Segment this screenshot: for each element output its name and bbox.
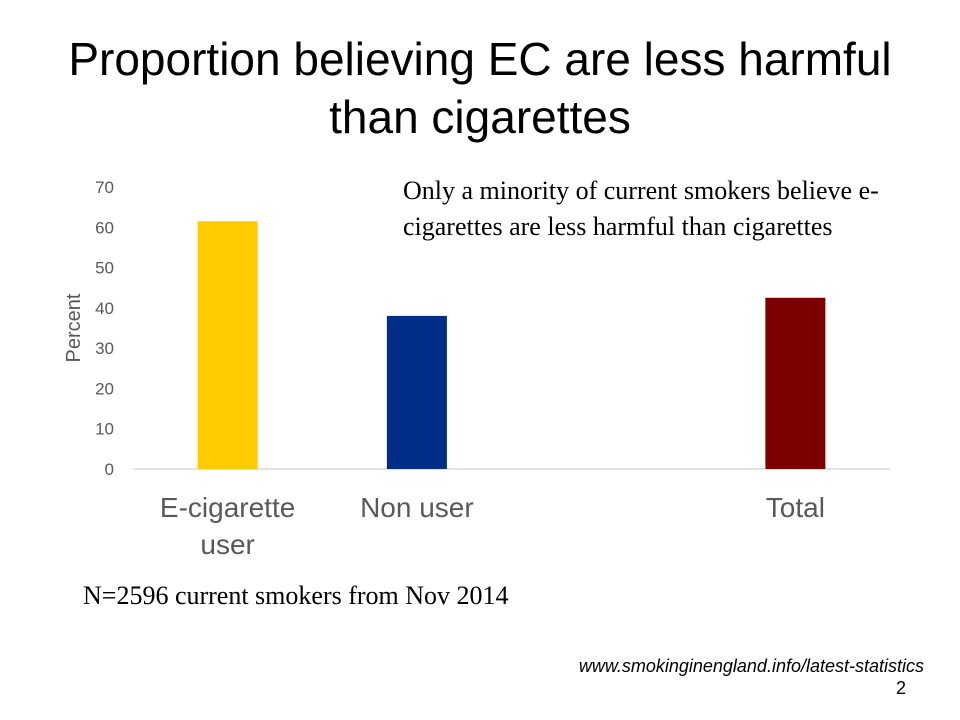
y-tick-label: 60: [95, 218, 114, 237]
x-category-label: Non user: [360, 492, 474, 523]
x-category-label: E-cigarette: [160, 492, 295, 523]
slide-title: Proportion believing EC are less harmful…: [68, 33, 892, 143]
y-tick-label: 20: [95, 379, 114, 398]
bar: [197, 221, 258, 469]
x-category-label: Total: [766, 492, 825, 523]
bar: [765, 297, 826, 469]
source-link[interactable]: www.smokinginengland.info/latest-statist…: [578, 656, 924, 676]
y-tick-label: 50: [95, 259, 114, 278]
y-axis-title: Percent: [63, 293, 85, 362]
sample-size-note: N=2596 current smokers from Nov 2014: [83, 581, 509, 610]
page-number: 2: [895, 678, 906, 698]
y-tick-label: 40: [95, 299, 114, 318]
x-category-label: user: [200, 529, 254, 560]
y-tick-label: 0: [105, 460, 114, 479]
y-tick-label: 70: [95, 178, 114, 197]
bar: [386, 315, 447, 469]
chart-annotation: Only a minority of current smokers belie…: [403, 176, 879, 241]
y-tick-label: 10: [95, 420, 114, 439]
y-tick-label: 30: [95, 339, 114, 358]
